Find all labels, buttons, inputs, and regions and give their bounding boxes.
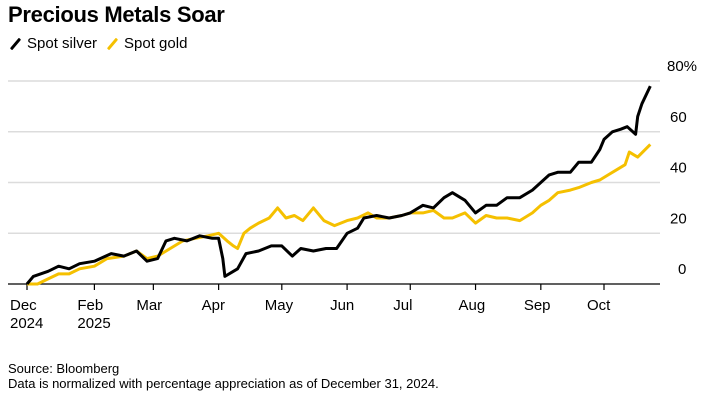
data-note: Data is normalized with percentage appre… [8, 376, 439, 391]
source-note: Source: Bloomberg [8, 361, 120, 376]
y-tick-label: 60 [670, 109, 687, 126]
legend-item-gold: Spot gold [105, 35, 187, 52]
series-line-spot-silver [25, 85, 652, 285]
x-tick-sublabel: 2025 [77, 315, 110, 332]
y-tick-label: 0 [678, 261, 686, 278]
chart-title: Precious Metals Soar [8, 2, 225, 27]
x-tick-label: Aug [459, 297, 486, 314]
x-tick-label: Oct [587, 297, 611, 314]
legend: Spot silver Spot gold [8, 35, 195, 52]
x-tick-label: Sep [524, 297, 551, 314]
legend-item-silver: Spot silver [8, 35, 97, 52]
y-tick-label: 20 [670, 210, 687, 227]
legend-label-silver: Spot silver [27, 35, 98, 52]
series-line-spot-gold [27, 143, 652, 286]
x-tick-label: Dec [10, 297, 37, 314]
x-tick-label: Feb [77, 297, 103, 314]
x-tick-label: Jun [330, 297, 354, 314]
y-tick-label: 40 [670, 160, 687, 177]
legend-label-gold: Spot gold [124, 35, 188, 52]
y-tick-label: 80% [667, 58, 697, 75]
x-tick-label: May [265, 297, 294, 314]
x-tick-label: Apr [202, 297, 225, 314]
x-tick-label: Mar [136, 297, 162, 314]
x-tick-sublabel: 2024 [10, 315, 43, 332]
x-tick-label: Jul [393, 297, 412, 314]
